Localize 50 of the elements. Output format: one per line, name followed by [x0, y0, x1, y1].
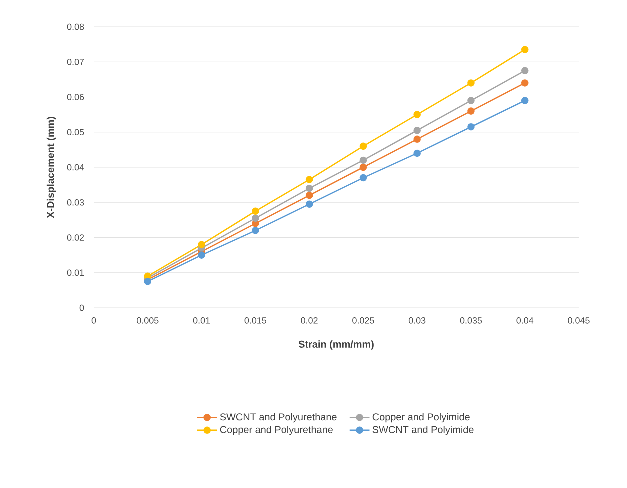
point [468, 123, 475, 131]
x-tick-label: 0.025 [352, 317, 374, 324]
x-tick-label: 0.015 [244, 317, 267, 324]
point [252, 208, 260, 216]
point [414, 150, 421, 158]
point [306, 176, 314, 184]
y-axis-title: X-Displacement (mm) [46, 117, 56, 218]
x-tick-label: 0.045 [568, 317, 590, 324]
point [521, 97, 529, 104]
point [360, 164, 368, 172]
point [521, 46, 529, 54]
point [468, 97, 475, 104]
point [306, 184, 314, 192]
point [306, 200, 314, 208]
point [360, 142, 368, 150]
legend-label: Copper and Polyurethane [220, 426, 333, 436]
x-tick-label: 0.02 [301, 317, 318, 324]
point [468, 80, 475, 87]
point [521, 67, 529, 75]
x-tick-label: 0.01 [193, 317, 210, 324]
y-tick-label: 0.02 [67, 234, 84, 241]
point [468, 108, 475, 115]
y-tick-label: 0.07 [67, 58, 84, 66]
y-tick-label: 0.06 [67, 94, 84, 100]
x-tick-label: 0.03 [408, 317, 426, 324]
point [414, 126, 421, 134]
x-tick-label: 0.035 [460, 317, 482, 324]
y-tick-label: 0.01 [67, 270, 84, 276]
y-tick-label: 0.08 [67, 24, 84, 30]
x-axis-title: Strain (mm/mm) [298, 340, 374, 350]
y-tick-label: 0.03 [67, 199, 84, 206]
x-tick-label: 0 [92, 317, 96, 324]
x-tick-label: 0.005 [137, 317, 159, 324]
legend-label: Copper and Polyimide [372, 413, 470, 423]
point [306, 192, 314, 200]
point [521, 80, 529, 87]
point [414, 136, 421, 144]
x-tick-label: 0.04 [516, 317, 534, 324]
point [414, 111, 421, 118]
y-tick-label: 0 [80, 304, 84, 312]
point [360, 156, 368, 164]
y-tick-label: 0.05 [67, 129, 84, 136]
y-tick-label: 0.04 [67, 164, 84, 171]
legend-label: SWCNT and Polyurethane [220, 413, 337, 423]
point [252, 227, 260, 234]
point [252, 214, 260, 222]
point [198, 252, 206, 259]
point [198, 241, 206, 248]
point [360, 174, 368, 182]
legend-label: SWCNT and Polyimide [372, 426, 474, 436]
